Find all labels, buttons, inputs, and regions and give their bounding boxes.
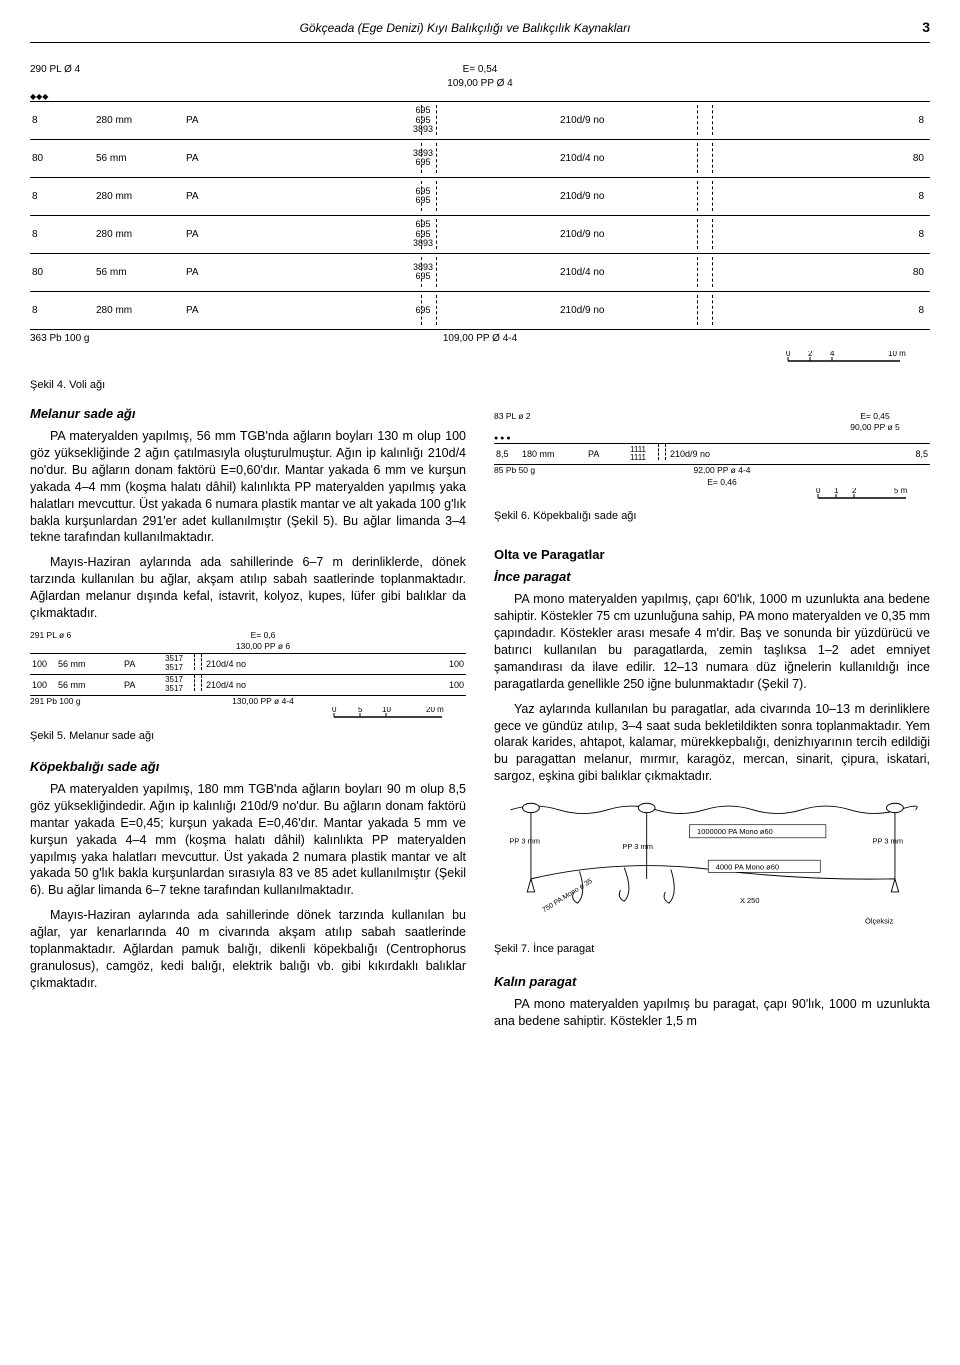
net-row: 8056 mmPA3893 695210d/4 no80 (30, 253, 930, 291)
melanur-heading: Melanur sade ağı (30, 405, 466, 423)
svg-text:0: 0 (786, 351, 791, 358)
svg-text:750 PA Mono ø 35: 750 PA Mono ø 35 (541, 878, 594, 914)
mn5-top-left: 291 PL ø 6 (30, 630, 120, 653)
svg-text:PP 3 mm: PP 3 mm (873, 836, 904, 845)
mn5-bottom-left: 291 Pb 100 g (30, 696, 120, 707)
voli-net-diagram: 290 PL Ø 4 E= 0,54 109,00 PP Ø 4 ◆◆◆ 828… (30, 63, 930, 366)
mn6-scale: 0 1 2 5 m (494, 488, 930, 505)
kalin-heading: Kalın paragat (494, 973, 930, 991)
net-row: 8280 mmPA695 695210d/9 no8 (30, 177, 930, 215)
melanur-p1: PA materyalden yapılmış, 56 mm TGB'nda a… (30, 428, 466, 546)
caption-5: Şekil 5. Melanur sade ağı (30, 729, 466, 744)
svg-text:1000000 PA Mono ø60: 1000000 PA Mono ø60 (697, 827, 773, 836)
ince-paragat-diagram: PP 3 mm PP 3 mm PP 3 mm 1000000 PA Mono … (494, 793, 930, 933)
olta-heading: Olta ve Paragatlar (494, 546, 930, 564)
svg-text:0: 0 (332, 707, 337, 714)
net-top-center: E= 0,54 109,00 PP Ø 4 (150, 63, 810, 90)
mn6-top-right: E= 0,45 90,00 PP ø 5 (820, 411, 930, 434)
svg-text:0: 0 (816, 488, 821, 495)
mn6-top-left: 83 PL ø 2 (494, 411, 574, 434)
svg-text:PP 3 mm: PP 3 mm (622, 842, 653, 851)
net-row: 8056 mmPA3893 695210d/4 no80 (30, 139, 930, 177)
mini-net-row: 10056 mmPA3517 3517210d/4 no100 (30, 675, 466, 695)
mn6-bottom-center: 92,00 PP ø 4-4 E= 0,46 (574, 465, 870, 488)
net-top-left: 290 PL Ø 4 (30, 63, 150, 90)
caption-6: Şekil 6. Köpekbalığı sade ağı (494, 509, 930, 524)
svg-text:2: 2 (808, 351, 813, 358)
svg-text:5 m: 5 m (894, 488, 908, 495)
kopek-p1: PA materyalden yapılmış, 180 mm TGB'nda … (30, 781, 466, 899)
svg-text:PP 3 mm: PP 3 mm (509, 836, 540, 845)
melanur-p2: Mayıs-Haziran aylarında ada sahillerinde… (30, 554, 466, 622)
svg-text:4000 PA Mono ø60: 4000 PA Mono ø60 (716, 863, 779, 872)
svg-text:4: 4 (830, 351, 835, 358)
svg-text:X 250: X 250 (740, 896, 759, 905)
kopek-p2: Mayıs-Haziran aylarında ada sahillerinde… (30, 907, 466, 991)
caption-4: Şekil 4. Voli ağı (30, 378, 930, 393)
melanur-net-diagram: 291 PL ø 6 E= 0,6 130,00 PP ø 6 10056 mm… (30, 630, 466, 725)
svg-text:10 m: 10 m (888, 351, 906, 358)
ince-p2: Yaz aylarında kullanılan bu paragatlar, … (494, 701, 930, 785)
running-title: Gökçeada (Ege Denizi) Kıyı Balıkçılığı v… (30, 20, 900, 36)
right-column: 83 PL ø 2 E= 0,45 90,00 PP ø 5 ● ● ● 8,5… (494, 405, 930, 1038)
svg-text:2: 2 (852, 488, 857, 495)
ince-heading: İnce paragat (494, 568, 930, 586)
mini-net-row: 8,5180 mmPA1111 1111210d/9 no8,5 (494, 444, 930, 464)
svg-text:1: 1 (834, 488, 839, 495)
mini-net-row: 10056 mmPA3517 3517210d/4 no100 (30, 654, 466, 674)
caption-7: Şekil 7. İnce paragat (494, 942, 930, 957)
mn5-top-center: E= 0,6 130,00 PP ø 6 (120, 630, 406, 653)
svg-text:20 m: 20 m (426, 707, 444, 714)
net-row: 8280 mmPA695210d/9 no8 (30, 291, 930, 329)
svg-text:5: 5 (358, 707, 363, 714)
ince-p1: PA mono materyalden yapılmış, çapı 60'lı… (494, 591, 930, 692)
net-bottom-center: 109,00 PP Ø 4-4 (250, 332, 710, 346)
header-rule (30, 42, 930, 43)
left-column: Melanur sade ağı PA materyalden yapılmış… (30, 405, 466, 1038)
svg-text:Ölçeksiz: Ölçeksiz (865, 917, 893, 926)
mn6-bottom-left: 85 Pb 50 g (494, 465, 574, 488)
page-number: 3 (900, 18, 930, 37)
svg-text:10: 10 (382, 707, 391, 714)
net-row: 8280 mmPA695 695 3893210d/9 no8 (30, 215, 930, 253)
kalin-p1: PA mono materyalden yapılmış bu paragat,… (494, 996, 930, 1030)
kopek-heading: Köpekbalığı sade ağı (30, 758, 466, 776)
net-scale: 0 2 4 10 m (30, 351, 930, 365)
mn5-scale: 0 5 10 20 m (30, 707, 466, 724)
mn5-bottom-center: 130,00 PP ø 4-4 (120, 696, 406, 707)
net-row: 8280 mmPA695 695 3893210d/9 no8 (30, 101, 930, 139)
net-bottom-left: 363 Pb 100 g (30, 332, 250, 346)
kopek-net-diagram: 83 PL ø 2 E= 0,45 90,00 PP ø 5 ● ● ● 8,5… (494, 411, 930, 506)
